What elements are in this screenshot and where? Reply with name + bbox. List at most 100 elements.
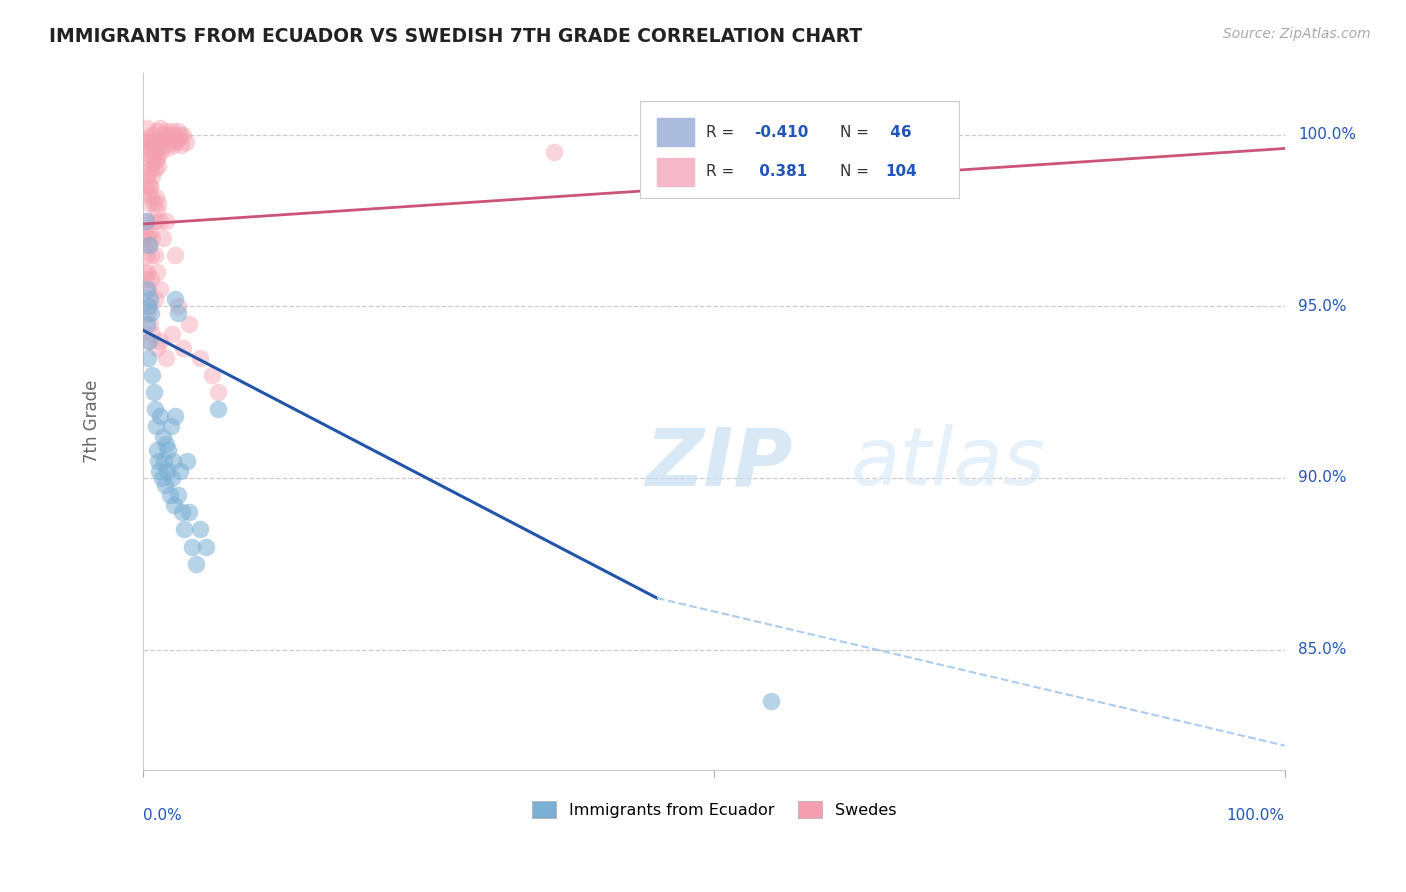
- Point: [149, 145, 172, 159]
- Point: [138, 237, 160, 252]
- Text: 100.0%: 100.0%: [1299, 128, 1357, 142]
- Point: [138, 138, 160, 153]
- Point: [146, 152, 169, 166]
- Point: [135, 213, 157, 227]
- Point: [141, 148, 163, 162]
- Point: [172, 341, 194, 355]
- Point: [166, 306, 188, 320]
- Point: [170, 138, 193, 153]
- Point: [141, 230, 163, 244]
- Point: [139, 141, 162, 155]
- Text: 85.0%: 85.0%: [1299, 642, 1347, 657]
- Point: [190, 523, 212, 537]
- Point: [141, 169, 163, 183]
- Point: [173, 523, 195, 537]
- Point: [138, 237, 160, 252]
- Point: [135, 120, 157, 135]
- Point: [146, 203, 169, 218]
- Point: [143, 145, 166, 159]
- Point: [135, 272, 157, 286]
- Point: [136, 299, 159, 313]
- Point: [145, 135, 167, 149]
- Point: [152, 128, 174, 142]
- Point: [142, 138, 165, 153]
- Point: [139, 317, 162, 331]
- Point: [152, 230, 174, 244]
- Point: [160, 471, 183, 485]
- Point: [149, 120, 172, 135]
- Point: [145, 152, 167, 166]
- Point: [166, 488, 188, 502]
- Point: [134, 230, 156, 244]
- Point: [165, 293, 187, 307]
- Point: [155, 124, 177, 138]
- Text: 100.0%: 100.0%: [1227, 808, 1285, 823]
- Point: [146, 454, 169, 468]
- Point: [169, 128, 191, 142]
- Point: [141, 272, 163, 286]
- Point: [142, 385, 165, 400]
- Point: [138, 334, 160, 348]
- Point: [162, 138, 184, 153]
- Point: [163, 131, 186, 145]
- Point: [195, 540, 218, 554]
- Point: [141, 162, 163, 177]
- Point: [159, 135, 181, 149]
- Point: [148, 464, 170, 478]
- Point: [177, 317, 200, 331]
- Text: N =: N =: [839, 164, 873, 179]
- Point: [166, 124, 188, 138]
- Point: [153, 478, 176, 492]
- Point: [145, 419, 167, 434]
- Text: 95.0%: 95.0%: [1299, 299, 1347, 314]
- Point: [148, 131, 170, 145]
- Point: [139, 293, 162, 307]
- Point: [135, 135, 157, 149]
- Point: [138, 152, 160, 166]
- Point: [136, 282, 159, 296]
- Point: [155, 351, 177, 365]
- Point: [156, 141, 179, 155]
- Point: [177, 505, 200, 519]
- Point: [201, 368, 224, 382]
- Point: [143, 402, 166, 417]
- Point: [143, 162, 166, 177]
- Point: [135, 169, 157, 183]
- Point: [141, 135, 163, 149]
- Point: [136, 351, 159, 365]
- Point: [153, 138, 176, 153]
- Text: Source: ZipAtlas.com: Source: ZipAtlas.com: [1223, 27, 1371, 41]
- Text: 0.0%: 0.0%: [143, 808, 183, 823]
- Point: [165, 248, 187, 262]
- Text: 46: 46: [886, 125, 912, 140]
- Point: [162, 454, 184, 468]
- Text: R =: R =: [706, 125, 740, 140]
- Point: [159, 419, 181, 434]
- Point: [146, 341, 169, 355]
- Point: [136, 131, 159, 145]
- Text: 104: 104: [886, 164, 917, 179]
- Point: [135, 213, 157, 227]
- Text: 0.381: 0.381: [754, 164, 807, 179]
- Point: [141, 128, 163, 142]
- Point: [141, 189, 163, 203]
- Point: [146, 443, 169, 458]
- Point: [135, 265, 157, 279]
- Point: [149, 282, 172, 296]
- Point: [703, 155, 725, 169]
- Point: [134, 265, 156, 279]
- Point: [135, 317, 157, 331]
- Point: [153, 131, 176, 145]
- Point: [139, 224, 162, 238]
- Point: [141, 368, 163, 382]
- Point: [149, 409, 172, 424]
- Point: [155, 213, 177, 227]
- Point: [165, 128, 187, 142]
- Point: [135, 248, 157, 262]
- Point: [172, 505, 194, 519]
- Bar: [657, 158, 693, 186]
- Point: [141, 326, 163, 341]
- Legend: Immigrants from Ecuador, Swedes: Immigrants from Ecuador, Swedes: [526, 795, 903, 824]
- Point: [155, 436, 177, 450]
- Point: [759, 694, 782, 708]
